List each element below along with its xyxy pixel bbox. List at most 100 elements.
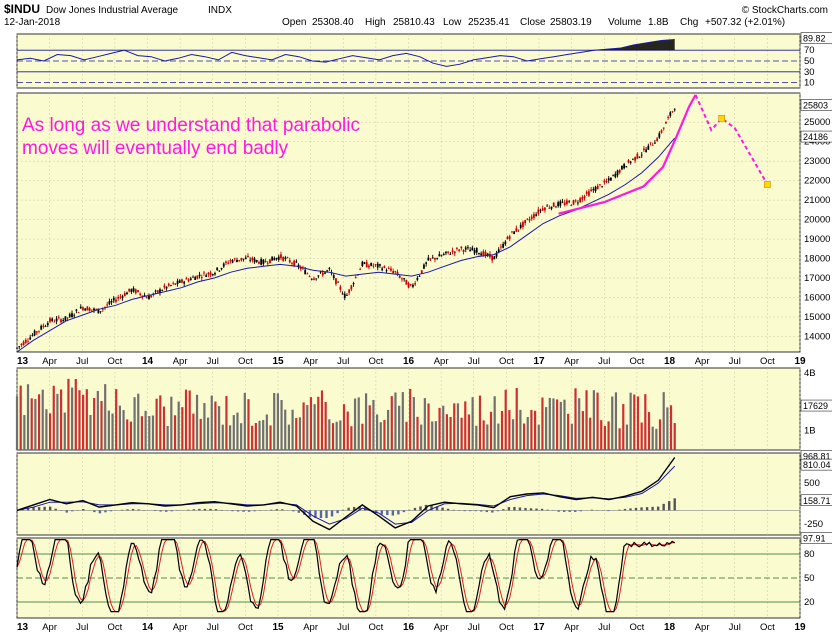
price-candle	[51, 317, 54, 323]
stoch-tick-label: 50	[804, 573, 815, 584]
candle-body	[174, 283, 177, 285]
price-candle	[458, 249, 461, 253]
rsi-tick-label: 50	[804, 56, 815, 67]
volume-bar	[673, 423, 676, 450]
volume-bar	[195, 394, 199, 450]
open-value: 25308.40	[312, 17, 354, 28]
candle-body	[317, 275, 320, 277]
volume-bar	[460, 417, 463, 450]
macd-histogram-bar	[480, 510, 483, 512]
volume-bar	[464, 401, 467, 450]
candle-body	[134, 289, 137, 294]
price-candle	[583, 194, 586, 201]
volume-bar	[644, 394, 647, 450]
candle-body	[590, 189, 593, 192]
volume-bar	[401, 392, 404, 450]
candle-body	[319, 271, 322, 273]
time-axis-label: 17	[533, 356, 545, 367]
price-ma-tag: 24186	[800, 130, 832, 143]
price-candle	[616, 169, 619, 178]
candle-body	[264, 260, 267, 263]
price-candle	[502, 241, 505, 249]
candle-body	[592, 189, 595, 191]
price-tick-label: 16000	[804, 292, 830, 303]
price-candle	[46, 321, 49, 328]
candle-body	[97, 308, 100, 314]
price-candle	[585, 190, 588, 196]
volume-bar	[563, 399, 566, 450]
price-candle	[658, 131, 661, 139]
price-candle	[183, 280, 186, 287]
volume-bar	[445, 414, 449, 450]
candle-body	[99, 311, 102, 313]
volume-bar	[471, 397, 474, 450]
candle-body	[222, 263, 225, 267]
price-candle	[390, 266, 392, 272]
volume-bar	[295, 418, 298, 450]
price-candle	[667, 115, 670, 120]
macd-histogram-bar	[463, 510, 466, 512]
candle-body	[647, 145, 650, 150]
price-candle	[244, 255, 247, 260]
price-candle	[599, 184, 601, 187]
volume-bar	[126, 419, 129, 450]
candle-body	[35, 331, 38, 333]
candle-body	[464, 247, 467, 250]
volume-bar	[26, 384, 30, 450]
candle-body	[629, 161, 632, 163]
candle-body	[271, 256, 274, 261]
candle-body	[616, 170, 619, 176]
volume-bar	[240, 423, 243, 450]
price-candle	[594, 185, 597, 193]
chg-value: +507.32 (+2.01%)	[705, 17, 785, 28]
volume-bar	[533, 410, 537, 450]
macd-histogram-bar	[645, 507, 649, 511]
volume-bar	[537, 424, 540, 450]
price-candle	[280, 251, 282, 261]
volume-bar	[339, 420, 342, 450]
price-ma-tag-text: 24186	[803, 132, 828, 142]
price-candle	[456, 246, 458, 251]
candle-body	[372, 265, 375, 267]
candle-body	[112, 297, 115, 301]
price-candle	[387, 266, 390, 270]
candle-body	[291, 262, 293, 264]
stockcharts-brand: © StockCharts.com	[742, 5, 828, 16]
volume-bar	[592, 390, 595, 450]
volume-value-tag-text: 17629	[803, 401, 828, 411]
price-candle	[669, 111, 672, 118]
price-candle	[55, 315, 58, 325]
macd-histogram-bar	[618, 509, 621, 511]
macd-histogram-bar	[397, 510, 400, 515]
volume-bar	[276, 393, 279, 450]
volume-bar	[173, 415, 177, 450]
candle-body	[22, 341, 25, 346]
candle-body	[500, 246, 502, 248]
price-candle	[563, 199, 566, 207]
price-candle	[176, 278, 179, 287]
candle-body	[154, 290, 157, 292]
price-candle	[590, 187, 593, 192]
bottom-time-axis: 13 Apr Jul Oct 14 Apr Jul Oct 15 Apr Jul Oct 16 Apr Ju…	[17, 622, 806, 633]
candle-body	[511, 231, 513, 233]
volume-bar	[475, 425, 478, 450]
price-candle	[16, 347, 18, 349]
volume-bar	[118, 405, 121, 450]
price-candle	[592, 186, 595, 193]
price-candle	[247, 253, 249, 258]
price-candle	[431, 254, 434, 259]
candle-body	[588, 191, 590, 196]
volume-bar	[258, 420, 261, 450]
candle-body	[244, 257, 247, 260]
price-candle	[310, 278, 313, 281]
candle-body	[438, 254, 441, 257]
candle-body	[394, 271, 397, 273]
price-candle	[484, 249, 487, 259]
price-candle	[24, 338, 27, 345]
macd-histogram-bar	[557, 510, 560, 512]
volume-bar	[284, 409, 287, 450]
macd-histogram-bar	[546, 509, 549, 511]
price-candle	[541, 205, 544, 212]
candle-body	[143, 295, 146, 297]
